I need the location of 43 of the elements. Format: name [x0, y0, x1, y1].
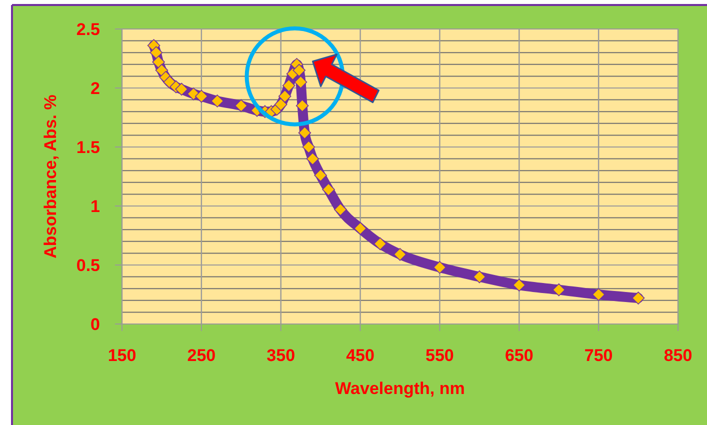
x-axis-title: Wavelength, nm	[335, 379, 465, 398]
x-tick-label: 750	[584, 346, 613, 365]
y-tick-label: 1	[90, 197, 100, 216]
point	[150, 46, 163, 59]
y-tick-label: 1.5	[76, 138, 100, 157]
point	[292, 64, 306, 77]
x-tick-label: 250	[187, 346, 216, 365]
point	[282, 79, 296, 92]
point	[473, 270, 486, 284]
point	[592, 288, 605, 301]
y-tick-label: 2	[90, 79, 100, 98]
point	[152, 56, 165, 68]
point	[195, 90, 208, 103]
y-axis-title: Absorbance, Abs. %	[41, 94, 60, 258]
point	[274, 98, 288, 111]
point	[394, 248, 406, 261]
point	[234, 99, 248, 112]
y-tick-label: 0	[90, 315, 100, 334]
point	[512, 278, 526, 292]
x-tick-label: 450	[346, 346, 374, 365]
point	[322, 183, 335, 196]
point	[374, 237, 387, 250]
point	[334, 203, 347, 216]
x-tick-label: 350	[266, 346, 296, 365]
point	[294, 76, 308, 88]
point	[433, 260, 446, 274]
point	[354, 222, 367, 235]
point	[210, 94, 224, 108]
x-tick-label: 850	[664, 346, 692, 365]
point	[314, 168, 327, 182]
point	[552, 283, 566, 296]
y-tick-label: 0.5	[76, 256, 100, 275]
y-tick-label: 2.5	[76, 20, 100, 39]
point	[302, 140, 316, 154]
point	[298, 126, 312, 140]
point	[175, 82, 188, 96]
point	[296, 99, 309, 112]
x-tick-label: 150	[108, 346, 136, 365]
point	[306, 152, 320, 166]
x-tick-label: 550	[426, 346, 454, 365]
x-tick-label: 650	[504, 346, 534, 365]
point	[278, 90, 292, 103]
point	[632, 292, 645, 304]
